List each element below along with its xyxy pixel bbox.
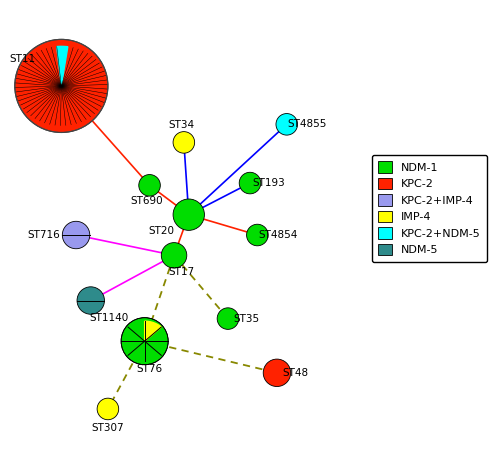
- Ellipse shape: [173, 199, 204, 230]
- Ellipse shape: [97, 398, 118, 420]
- Polygon shape: [144, 321, 162, 341]
- Legend: NDM-1, KPC-2, KPC-2+IMP-4, IMP-4, KPC-2+NDM-5, NDM-5: NDM-1, KPC-2, KPC-2+IMP-4, IMP-4, KPC-2+…: [372, 155, 487, 262]
- Ellipse shape: [246, 224, 268, 246]
- Text: ST4854: ST4854: [258, 230, 298, 240]
- Text: ST307: ST307: [92, 423, 124, 433]
- Text: ST48: ST48: [282, 368, 308, 378]
- Ellipse shape: [239, 172, 261, 194]
- Text: ST35: ST35: [234, 313, 260, 324]
- Ellipse shape: [276, 113, 297, 135]
- Ellipse shape: [15, 39, 108, 132]
- Text: ST20: ST20: [149, 225, 175, 236]
- Ellipse shape: [121, 318, 168, 365]
- Text: ST11: ST11: [9, 54, 35, 64]
- Text: ST690: ST690: [131, 196, 164, 206]
- Ellipse shape: [263, 359, 290, 386]
- Polygon shape: [56, 47, 68, 86]
- Ellipse shape: [173, 132, 195, 153]
- Text: ST193: ST193: [252, 178, 285, 188]
- Text: ST4855: ST4855: [288, 119, 327, 130]
- Ellipse shape: [77, 287, 104, 314]
- Ellipse shape: [162, 242, 187, 268]
- Ellipse shape: [62, 221, 90, 249]
- Ellipse shape: [217, 308, 238, 329]
- Text: ST17: ST17: [168, 266, 194, 277]
- Text: ST716: ST716: [28, 230, 60, 240]
- Text: ST1140: ST1140: [90, 313, 129, 323]
- Ellipse shape: [139, 175, 160, 196]
- Text: ST34: ST34: [168, 120, 194, 130]
- Text: ST76: ST76: [136, 364, 162, 374]
